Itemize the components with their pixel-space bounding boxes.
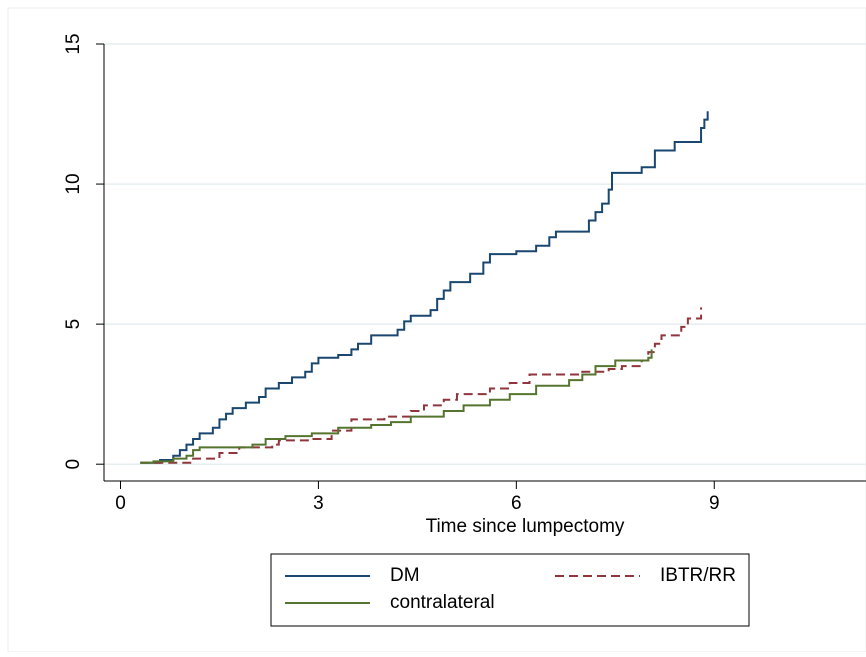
y-tick-label: 15 xyxy=(63,33,84,54)
x-tick-label: 3 xyxy=(313,493,324,514)
x-tick-label: 0 xyxy=(115,493,126,514)
legend-label: IBTR/RR xyxy=(660,565,736,586)
x-axis-label: Time since lumpectomy xyxy=(426,516,625,537)
series-line xyxy=(140,111,709,464)
legend-label: DM xyxy=(390,565,420,586)
x-tick-label: 6 xyxy=(511,493,522,514)
y-tick-label: 5 xyxy=(63,319,84,330)
y-tick-label: 10 xyxy=(63,173,84,194)
legend-label: contralateral xyxy=(390,592,495,613)
series-line xyxy=(140,349,653,464)
y-tick-label: 0 xyxy=(63,459,84,470)
panel xyxy=(7,7,866,653)
series-line xyxy=(140,307,703,464)
legend-box xyxy=(270,553,750,627)
x-tick-label: 9 xyxy=(709,493,720,514)
